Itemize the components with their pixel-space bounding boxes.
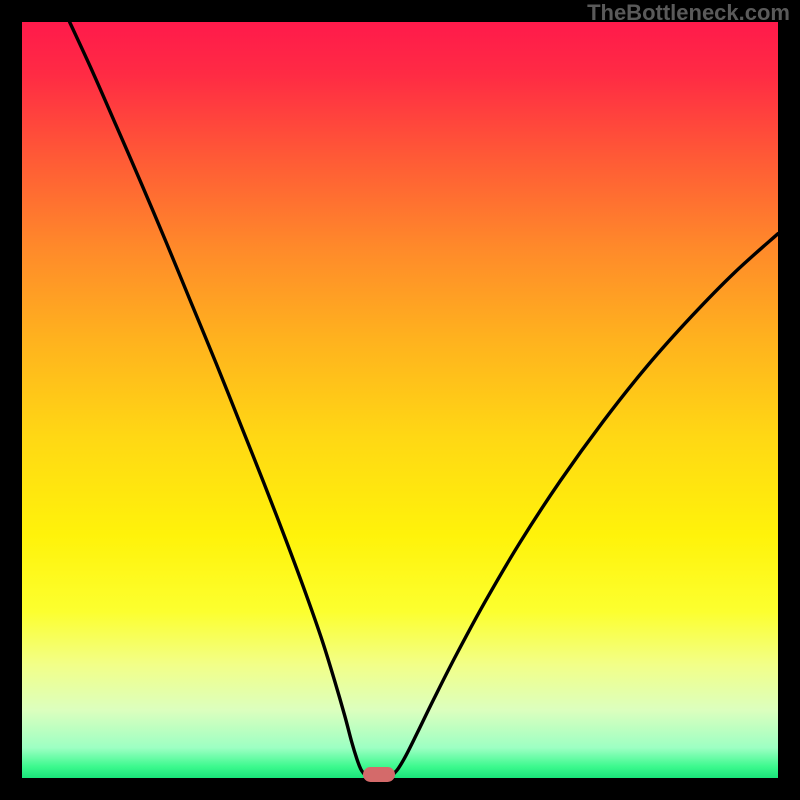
watermark-text: TheBottleneck.com	[587, 0, 790, 26]
chart-frame: TheBottleneck.com	[0, 0, 800, 800]
optimal-marker	[363, 767, 395, 782]
bottleneck-chart	[0, 0, 800, 800]
